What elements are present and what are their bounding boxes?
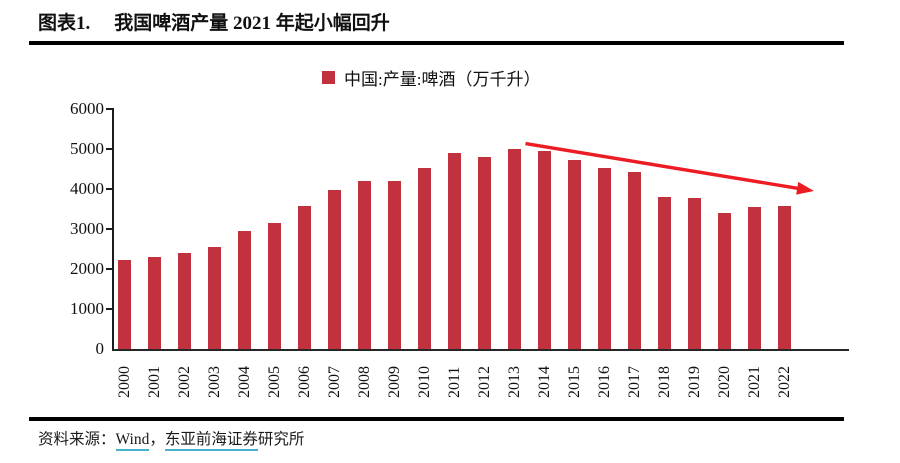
bar-2015: [568, 160, 581, 349]
bar-2004: [238, 231, 251, 349]
x-tick-label-2013: 2013: [505, 366, 523, 398]
bar-2022: [778, 206, 791, 349]
x-tick-label-2003: 2003: [205, 366, 223, 398]
x-tick-label-2010: 2010: [415, 366, 433, 398]
source-link-wind[interactable]: Wind: [115, 431, 150, 451]
bar-2012: [478, 156, 491, 349]
x-tick-label-2022: 2022: [775, 366, 793, 398]
bar-2018: [658, 196, 671, 349]
bar-2008: [358, 181, 371, 349]
x-tick-label-2015: 2015: [565, 366, 583, 398]
bar-2003: [208, 247, 221, 349]
x-tick-label-2014: 2014: [535, 366, 553, 398]
y-tick-label: 4000: [70, 179, 104, 198]
bar-2002: [178, 253, 191, 349]
x-tick-label-2009: 2009: [385, 366, 403, 398]
bar-2017: [628, 172, 641, 349]
bar-2020: [718, 212, 731, 349]
bar-2001: [148, 257, 161, 349]
source-line: 资料来源：Wind，东亚前海证券研究所: [38, 427, 305, 451]
x-tick-label-2020: 2020: [715, 366, 733, 398]
legend-series-label: 中国:产量:啤酒（万千升）: [344, 70, 541, 89]
x-tick-label-2008: 2008: [355, 366, 373, 398]
x-tick-label-2006: 2006: [295, 366, 313, 398]
chart-legend: 中国:产量:啤酒（万千升）: [322, 65, 540, 90]
figure-title-text: 我国啤酒产量 2021 年起小幅回升: [114, 13, 390, 34]
title-divider-rule: [29, 41, 844, 45]
y-tick-label: 1000: [70, 299, 104, 318]
y-tick: [105, 308, 112, 310]
x-tick-label-2019: 2019: [685, 366, 703, 398]
x-tick-label-2005: 2005: [265, 366, 283, 398]
x-tick-label-2011: 2011: [445, 366, 463, 398]
bar-2007: [328, 189, 341, 349]
source-separator: ，: [149, 431, 165, 448]
y-tick: [105, 188, 112, 190]
bar-2019: [688, 197, 701, 349]
bar-2021: [748, 206, 761, 349]
source-suffix: 研究所: [257, 431, 305, 448]
x-tick-label-2001: 2001: [145, 366, 163, 398]
bar-2009: [388, 180, 401, 349]
bar-2000: [118, 259, 131, 349]
x-tick-label-2017: 2017: [625, 366, 643, 398]
bar-2013: [508, 148, 521, 349]
bar-2010: [418, 167, 431, 349]
y-tick-label: 3000: [70, 219, 104, 238]
bar-2005: [268, 223, 281, 349]
y-tick-label: 0: [95, 339, 105, 358]
footer-divider-rule: [29, 417, 844, 421]
x-tick-label-2016: 2016: [595, 366, 613, 398]
bar-2006: [298, 205, 311, 349]
x-tick-label-2018: 2018: [655, 366, 673, 398]
source-prefix: 资料来源：: [38, 431, 116, 448]
x-tick-label-2000: 2000: [115, 366, 133, 398]
legend-color-swatch: [322, 71, 335, 84]
x-tick-label-2007: 2007: [325, 366, 343, 398]
x-axis-line: [112, 349, 849, 351]
x-tick-label-2021: 2021: [745, 366, 763, 398]
source-link-institution[interactable]: 东亚前海证券: [164, 431, 258, 451]
bar-2016: [598, 168, 611, 349]
y-tick: [105, 268, 112, 270]
x-tick-label-2004: 2004: [235, 366, 253, 398]
y-tick: [105, 108, 112, 110]
y-tick-label: 2000: [70, 259, 104, 278]
bar-2014: [538, 151, 551, 349]
y-tick: [105, 228, 112, 230]
y-tick-label: 5000: [70, 139, 104, 158]
y-axis-line: [112, 108, 114, 351]
figure-title: 图表1. 我国啤酒产量 2021 年起小幅回升: [38, 8, 390, 35]
figure-number: 图表1.: [38, 13, 91, 34]
y-tick-label: 6000: [70, 99, 104, 118]
y-tick: [105, 148, 112, 150]
bar-2011: [448, 153, 461, 349]
x-tick-label-2002: 2002: [175, 366, 193, 398]
x-tick-label-2012: 2012: [475, 366, 493, 398]
